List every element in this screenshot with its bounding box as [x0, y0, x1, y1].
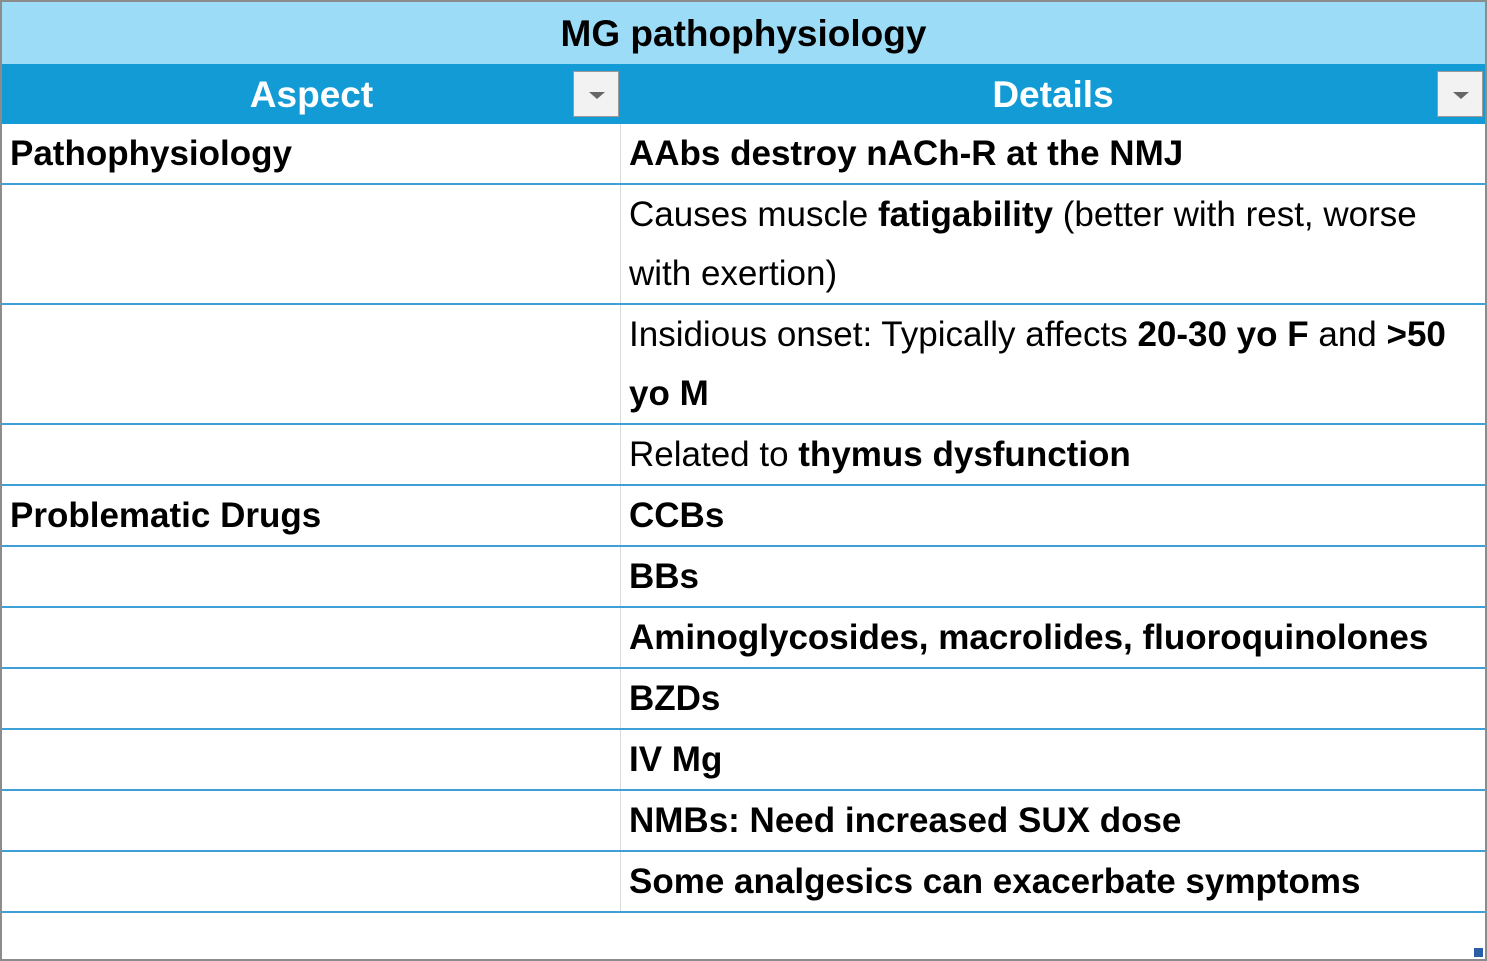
details-text: 20-30 yo F — [1137, 315, 1309, 354]
details-cell: Some analgesics can exacerbate symptoms — [621, 852, 1485, 911]
details-cell: BZDs — [621, 669, 1485, 728]
details-cell: Causes muscle fatigability (better with … — [621, 185, 1485, 303]
table-row: Pathophysiology AAbs destroy nACh-R at th… — [2, 124, 1485, 185]
details-text: BBs — [629, 557, 700, 596]
table-row: Some analgesics can exacerbate symptoms — [2, 852, 1485, 913]
details-cell: Insidious onset: Typically affects 20-30… — [621, 305, 1485, 423]
header-row: Aspect Details — [2, 64, 1485, 124]
aspect-cell: Pathophysiology — [2, 124, 621, 183]
header-text: Aspect — [249, 74, 374, 115]
table-body: Pathophysiology AAbs destroy nACh-R at th… — [2, 124, 1485, 913]
table-row: NMBs: Need increased SUX dose — [2, 791, 1485, 852]
details-cell: AAbs destroy nACh-R at the NMJ — [621, 124, 1485, 183]
table-row: Related to thymus dysfunction — [2, 425, 1485, 486]
table-row: BBs — [2, 547, 1485, 608]
details-text: CCBs — [629, 496, 725, 535]
details-text: fatigability — [877, 195, 1054, 234]
aspect-cell — [2, 547, 621, 606]
details-cell: Aminoglycosides, macrolides, fluoroquino… — [621, 608, 1485, 667]
aspect-cell — [2, 608, 621, 667]
details-cell: BBs — [621, 547, 1485, 606]
aspect-cell — [2, 669, 621, 728]
details-text: >50 yo M — [629, 315, 1446, 413]
details-cell: Related to thymus dysfunction — [621, 425, 1485, 484]
table-title: MG pathophysiology — [2, 2, 1485, 64]
table-row: Problematic Drugs CCBs — [2, 486, 1485, 547]
details-cell: CCBs — [621, 486, 1485, 545]
resize-handle[interactable] — [1474, 948, 1483, 957]
aspect-cell — [2, 425, 621, 484]
aspect-cell — [2, 730, 621, 789]
table-row: Insidious onset: Typically affects 20-30… — [2, 305, 1485, 425]
details-text: Causes muscle — [629, 195, 878, 234]
table-row: BZDs — [2, 669, 1485, 730]
aspect-cell — [2, 185, 621, 303]
details-text: BZDs — [629, 679, 721, 718]
details-text: Aminoglycosides, macrolides, fluoroquino… — [629, 618, 1429, 657]
details-text: Insidious onset: Typically affects — [629, 315, 1138, 354]
table-row: IV Mg — [2, 730, 1485, 791]
table-row: Aminoglycosides, macrolides, fluoroquino… — [2, 608, 1485, 669]
details-text: AAbs destroy nACh-R at the NMJ — [629, 134, 1184, 173]
aspect-cell — [2, 791, 621, 850]
filter-button[interactable] — [1437, 71, 1483, 117]
details-text: Related to — [629, 435, 799, 474]
details-text: NMBs: Need increased SUX dose — [629, 801, 1182, 840]
details-text: and — [1308, 315, 1387, 354]
filter-button[interactable] — [573, 71, 619, 117]
header-cell: Aspect — [2, 64, 621, 124]
details-text: IV Mg — [629, 740, 723, 779]
details-cell: NMBs: Need increased SUX dose — [621, 791, 1485, 850]
header-cell: Details — [621, 64, 1485, 124]
table-row: Causes muscle fatigability (better with … — [2, 185, 1485, 305]
details-text: (better with rest, worse with exertion) — [629, 195, 1417, 293]
aspect-cell: Problematic Drugs — [2, 486, 621, 545]
aspect-cell — [2, 852, 621, 911]
header-text: Details — [992, 74, 1114, 115]
details-text: thymus dysfunction — [798, 435, 1131, 474]
details-text: Some analgesics can exacerbate symptoms — [629, 862, 1361, 901]
details-cell: IV Mg — [621, 730, 1485, 789]
aspect-cell — [2, 305, 621, 423]
